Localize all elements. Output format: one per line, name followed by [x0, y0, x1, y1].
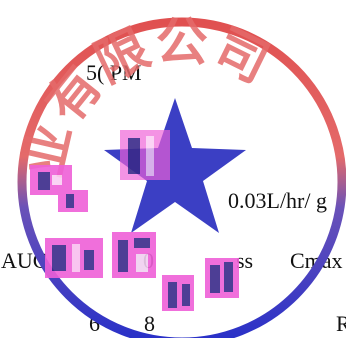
rate-fragment: 0.03L/hr/ g: [228, 188, 327, 213]
six-fragment: 6: [89, 311, 100, 336]
eight-fragment: 8: [144, 311, 155, 336]
seal-star: [104, 98, 246, 233]
r-fragment: R: [336, 311, 346, 336]
seal-ring: [17, 17, 346, 338]
ss-fragment: ss: [236, 248, 254, 273]
seal-scribbles: [30, 130, 239, 311]
time-fragment: 5( PM: [86, 60, 142, 85]
